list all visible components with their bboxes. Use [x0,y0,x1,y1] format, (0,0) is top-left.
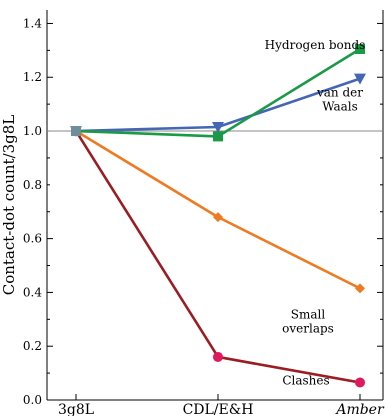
x-tick-label: Amber [334,402,385,416]
series-label-van-der-waals: van der Waals [316,86,363,114]
y-tick-label: 0.0 [23,393,42,407]
y-tick-label: 0.4 [23,285,42,299]
series-annotations: Hydrogen bonds van der Waals Small overlaps C… [265,38,366,388]
x-ticks: 3g8L CDL/E&H Amber [58,394,385,416]
series-label-line: Small [291,307,326,321]
series-label-clashes: Clashes [282,374,329,388]
y-tick-label: 1.0 [23,124,42,138]
y-ticks: 0.0 0.2 0.4 0.6 0.8 1.0 1.2 1.4 [23,16,383,407]
series-label-hydrogen-bonds: Hydrogen bonds [265,38,366,52]
series-label-line: van der [316,86,363,100]
data-point-small-overlaps [213,212,223,223]
x-tick-label: CDL/E&H [183,402,254,416]
series-line-small-overlaps [75,129,361,290]
y-tick-label: 0.6 [23,232,42,246]
series-layer [70,44,366,388]
series-label-line: Hydrogen bonds [265,38,366,52]
y-tick-label: 1.4 [23,16,42,30]
x-tick-label: 3g8L [58,402,94,416]
series-line-clashes [74,130,361,384]
data-point-hydrogen-bonds [71,126,81,137]
data-point-clashes [355,377,365,388]
data-point-small-overlaps [355,283,365,294]
series-label-line: Waals [322,100,358,114]
data-point-hydrogen-bonds [355,44,365,54]
data-point-clashes [213,351,223,362]
plot-frame [46,10,384,401]
data-point-van-der-waals [212,122,224,133]
series-label-line: Clashes [282,374,329,388]
data-point-hydrogen-bonds [213,131,223,142]
y-axis-title: Contact-dot count/3g8L [0,115,18,296]
y-tick-label: 0.8 [23,178,42,192]
y-tick-label: 0.2 [23,339,42,353]
y-tick-label: 1.2 [23,70,42,84]
series-label-small-overlaps: Small overlaps [282,307,334,335]
series-label-line: overlaps [282,321,334,335]
data-point-van-der-waals [354,73,366,85]
